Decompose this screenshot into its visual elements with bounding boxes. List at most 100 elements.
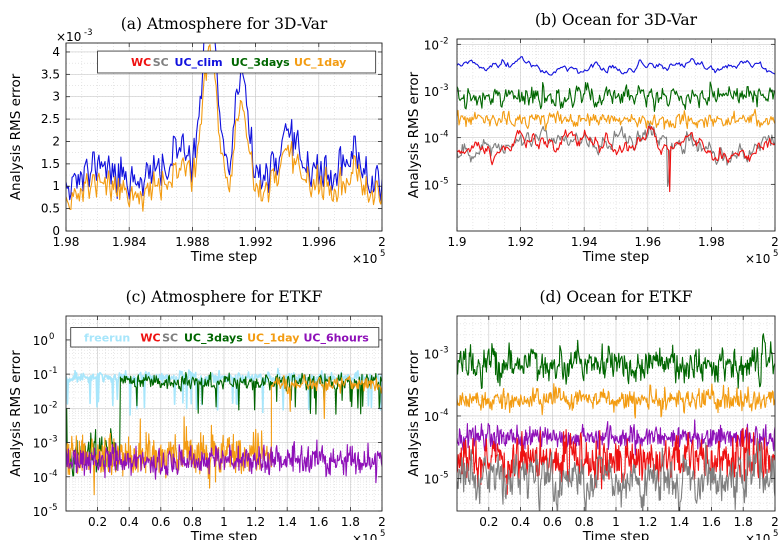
legend-entry-uc-clim: UC_clim — [175, 56, 223, 69]
x-tick-label: 1.94 — [571, 235, 598, 249]
panel-title: (b) Ocean for 3D-Var — [535, 11, 698, 29]
y-tick-label: 10 — [33, 471, 48, 485]
series-line-sc — [457, 438, 775, 511]
y-tick-label: 3 — [52, 90, 60, 104]
series-line-sc — [457, 122, 775, 188]
x-tick-label: 0.2 — [88, 515, 107, 529]
series-line-wc — [457, 125, 775, 193]
y-multiplier: ×10 — [56, 30, 81, 44]
panel-b: 1.9 1.92 1.94 1.96 1.98 210-510-410-310 -2(b) … — [406, 11, 779, 266]
y-tick-label-exponent: -1 — [49, 366, 57, 376]
y-axis-label: Analysis RMS error — [8, 73, 24, 200]
y-tick-label: 10 — [424, 472, 439, 486]
series-group — [457, 56, 775, 193]
series-line-uc-6hours — [457, 419, 775, 456]
y-tick-label: 10 — [424, 85, 439, 99]
x-tick-label: 1.8 — [734, 515, 753, 529]
y-tick-label-exponent: -5 — [49, 503, 57, 513]
x-multiplier: ×10 — [745, 252, 770, 266]
legend-entry-uc-3days: UC_3days — [184, 331, 243, 344]
legend-entry-uc-6hours: UC_6hours — [303, 331, 369, 344]
x-tick-label: 2 — [378, 515, 386, 529]
x-multiplier-exponent: 5 — [773, 529, 778, 539]
series-line-uc-clim — [457, 56, 775, 76]
x-tick-label: 1.98 — [698, 235, 725, 249]
x-tick-label: 1.4 — [278, 515, 297, 529]
x-tick-label: 1.8 — [341, 515, 360, 529]
y-tick-label: 10 — [33, 402, 48, 416]
x-tick-label: 1.996 — [302, 235, 336, 249]
y-tick-label-exponent: 0 — [49, 332, 54, 342]
y-tick-label: 2 — [52, 134, 60, 148]
x-multiplier-exponent: 5 — [380, 249, 385, 259]
axes-box — [65, 42, 383, 232]
x-tick-label: 1.2 — [246, 515, 265, 529]
x-tick-label: 1.96 — [634, 235, 661, 249]
legend-entry-sc: SC — [162, 331, 178, 344]
x-tick-label: 1.992 — [238, 235, 272, 249]
y-tick-label: 10 — [33, 505, 48, 519]
series-line-wc — [457, 427, 775, 495]
legend-entry-freerun: freerun — [84, 331, 130, 344]
x-tick-label: 1.92 — [507, 235, 534, 249]
series-line-uc-3days — [457, 333, 775, 390]
panel-a: 1.98 1.984 1.988 1.992 1.996 2 0 0.5 1 1.5 2 2.5 3 3.… — [8, 15, 386, 266]
x-tick-label: 0.2 — [479, 515, 498, 529]
x-multiplier: ×10 — [352, 532, 377, 540]
x-tick-label: 0.8 — [183, 515, 202, 529]
y-tick-label: 3.5 — [41, 67, 60, 81]
y-tick-label: 1.5 — [41, 157, 60, 171]
panel-title: (c) Atmosphere for ETKF — [126, 288, 323, 306]
y-tick-label-exponent: -2 — [440, 36, 448, 46]
panel-title: (a) Atmosphere for 3D-Var — [121, 15, 328, 33]
y-tick-label-exponent: -2 — [49, 400, 57, 410]
x-tick-label: 0.6 — [151, 515, 170, 529]
x-axis-label: Time step — [582, 249, 650, 265]
panel-c: 0.2 0.4 0.6 0.8 1 1.2 1.4 1.6 1.8 210-510-410-310… — [8, 288, 386, 540]
axes-box — [456, 38, 776, 232]
legend-entry-uc-1day: UC_1day — [247, 331, 299, 344]
x-tick-label: 1.2 — [638, 515, 657, 529]
series-line-uc-1day — [457, 108, 775, 132]
x-tick-label: 1 — [220, 515, 228, 529]
x-tick-label: 2 — [771, 515, 779, 529]
x-multiplier: ×10 — [352, 252, 377, 266]
x-tick-label: 0.6 — [543, 515, 562, 529]
y-tick-label: 1 — [52, 179, 60, 193]
x-multiplier-exponent: 5 — [380, 529, 385, 539]
legend-entry-sc: SC — [153, 56, 169, 69]
legend-entry-wc: WC — [131, 56, 151, 69]
x-tick-label: 0.4 — [511, 515, 530, 529]
y-tick-label: 10 — [424, 348, 439, 362]
x-tick-label: 1.4 — [670, 515, 689, 529]
series-group — [66, 43, 382, 212]
y-tick-label: 0.5 — [41, 202, 60, 216]
series-group — [457, 333, 775, 511]
x-tick-label: 0.8 — [575, 515, 594, 529]
x-multiplier-exponent: 5 — [773, 249, 778, 259]
legend-entry-wc: WC — [140, 331, 160, 344]
y-tick-label-exponent: -4 — [440, 130, 448, 140]
y-tick-label: 2.5 — [41, 112, 60, 126]
x-tick-label: 2 — [771, 235, 779, 249]
y-tick-label-exponent: -4 — [49, 469, 57, 479]
x-axis-label: Time step — [190, 529, 258, 540]
legend-entry-uc-1day: UC_1day — [294, 56, 346, 69]
panel-d: 0.2 0.4 0.6 0.8 1 1.2 1.4 1.6 1.8 210-510-410 -3(d… — [406, 288, 779, 540]
series-line-uc-6hours — [66, 439, 382, 484]
y-tick-label-exponent: -5 — [440, 176, 448, 186]
series-line-uc-clim — [66, 43, 382, 202]
series-line-uc-1day — [66, 44, 382, 212]
x-tick-label: 2 — [378, 235, 386, 249]
y-tick-label: 4 — [52, 45, 60, 59]
y-tick-label: 10 — [424, 132, 439, 146]
x-tick-label: 1.988 — [175, 235, 209, 249]
x-tick-label: 1.6 — [702, 515, 721, 529]
series-line-uc-1day — [66, 374, 382, 496]
y-tick-label: 0 — [52, 224, 60, 238]
x-multiplier: ×10 — [745, 532, 770, 540]
series-line-uc-1day — [457, 383, 775, 419]
legend: WC SC UC_clim UC_3days UC_1day — [97, 50, 377, 74]
series-line-uc-3days — [457, 81, 775, 112]
y-tick-label: 10 — [424, 410, 439, 424]
